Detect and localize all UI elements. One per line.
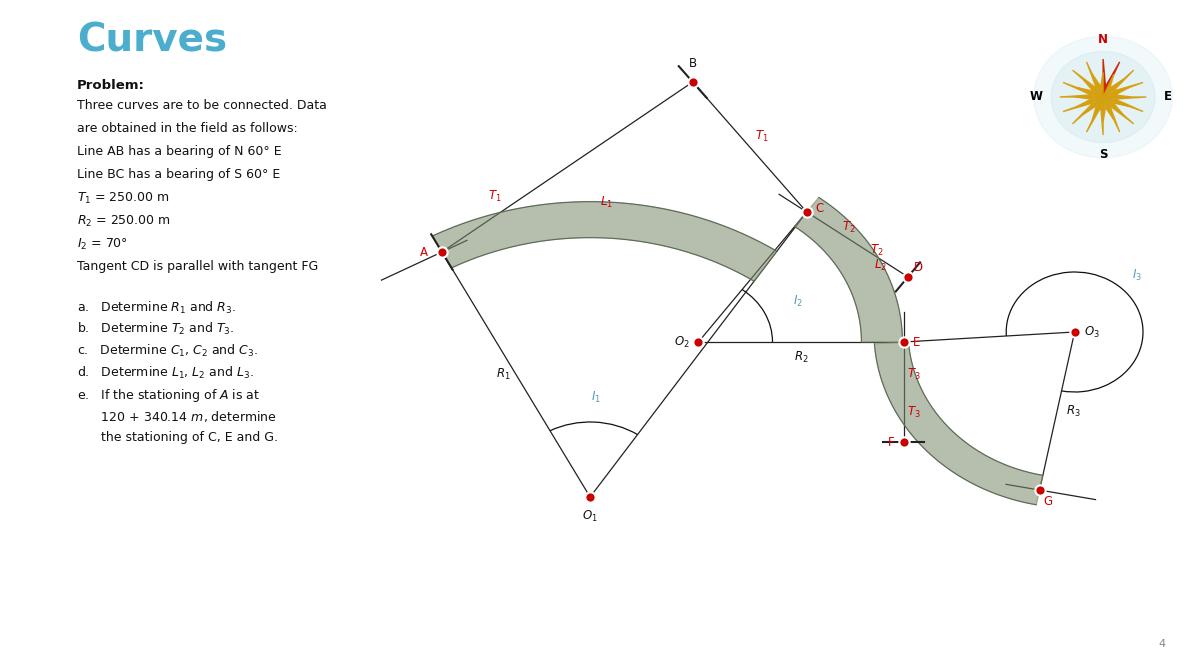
Text: U: U: [19, 86, 41, 114]
Point: [581, 491, 600, 502]
Polygon shape: [1092, 72, 1103, 97]
Text: G: G: [19, 604, 41, 631]
Text: S: S: [1099, 148, 1108, 161]
Polygon shape: [875, 342, 1043, 505]
Polygon shape: [1073, 62, 1103, 97]
Text: Curves: Curves: [77, 22, 227, 60]
Polygon shape: [1060, 83, 1103, 97]
Text: $T_2$: $T_2$: [842, 220, 856, 235]
Point: [797, 207, 816, 217]
Polygon shape: [1086, 97, 1103, 135]
Polygon shape: [1078, 79, 1103, 97]
Point: [432, 247, 451, 258]
Text: 120 + 340.14 $m$, determine: 120 + 340.14 $m$, determine: [77, 409, 277, 424]
Text: G: G: [1043, 495, 1052, 508]
Text: $I_2$: $I_2$: [793, 294, 803, 309]
Point: [894, 437, 913, 447]
Text: $L_2$: $L_2$: [874, 258, 887, 273]
Point: [683, 77, 702, 87]
Text: $T_3$: $T_3$: [907, 405, 920, 420]
Text: C: C: [816, 202, 824, 215]
Polygon shape: [1103, 97, 1129, 114]
Text: $T_1$: $T_1$: [755, 129, 768, 144]
Text: E: E: [20, 308, 40, 336]
Polygon shape: [1075, 97, 1103, 106]
Text: $R_{2}$ = 250.00 m: $R_{2}$ = 250.00 m: [77, 214, 170, 229]
Text: e.   If the stationing of $A$ is at: e. If the stationing of $A$ is at: [77, 387, 260, 404]
Text: I: I: [25, 456, 35, 484]
Text: $L_1$: $L_1$: [600, 195, 613, 210]
Text: c.   Determine $C_1$, $C_2$ and $C_3$.: c. Determine $C_1$, $C_2$ and $C_3$.: [77, 343, 258, 359]
Polygon shape: [1103, 74, 1123, 97]
Text: 4: 4: [1159, 639, 1166, 649]
Text: Tangent CD is parallel with tangent FG: Tangent CD is parallel with tangent FG: [77, 260, 318, 273]
Text: $R_3$: $R_3$: [1067, 403, 1081, 419]
Text: V: V: [19, 234, 41, 262]
Text: E: E: [1164, 91, 1171, 104]
Point: [899, 271, 918, 282]
Text: $T_1$: $T_1$: [488, 189, 502, 204]
Text: $R_1$: $R_1$: [496, 367, 510, 382]
Text: B: B: [689, 57, 697, 70]
Polygon shape: [432, 202, 776, 281]
Text: Line BC has a bearing of S 60° E: Line BC has a bearing of S 60° E: [77, 168, 281, 181]
Text: $O_1$: $O_1$: [582, 509, 598, 524]
Circle shape: [1051, 51, 1156, 143]
Polygon shape: [1063, 97, 1103, 124]
Text: N: N: [18, 530, 42, 558]
Polygon shape: [1103, 97, 1114, 122]
Text: R: R: [19, 160, 41, 188]
Text: the stationing of C, E and G.: the stationing of C, E and G.: [77, 430, 278, 443]
Polygon shape: [1103, 70, 1144, 97]
Text: d.   Determine $L_1$, $L_2$ and $L_3$.: d. Determine $L_1$, $L_2$ and $L_3$.: [77, 365, 254, 381]
Text: F: F: [888, 436, 894, 449]
Text: Y: Y: [20, 382, 40, 410]
Polygon shape: [1084, 97, 1103, 120]
Text: $I_{2}$ = 70°: $I_{2}$ = 70°: [77, 237, 128, 252]
Polygon shape: [794, 198, 902, 342]
Circle shape: [1033, 36, 1172, 158]
Point: [894, 337, 913, 348]
Text: A: A: [420, 246, 428, 258]
Text: $R_2$: $R_2$: [793, 350, 809, 365]
Text: $T_2$: $T_2$: [870, 243, 883, 258]
Text: W: W: [1030, 91, 1043, 104]
Text: Three curves are to be connected. Data: Three curves are to be connected. Data: [77, 99, 326, 112]
Text: $I_3$: $I_3$: [1132, 268, 1141, 283]
Text: are obtained in the field as follows:: are obtained in the field as follows:: [77, 122, 298, 135]
Polygon shape: [1103, 87, 1132, 97]
Polygon shape: [1103, 97, 1146, 112]
Text: S: S: [20, 12, 40, 40]
Point: [1030, 485, 1049, 495]
Polygon shape: [1103, 59, 1120, 97]
Text: $O_2$: $O_2$: [673, 334, 689, 350]
Polygon shape: [1103, 97, 1134, 132]
Text: $O_3$: $O_3$: [1084, 325, 1099, 340]
Text: Line AB has a bearing of N 60° E: Line AB has a bearing of N 60° E: [77, 145, 282, 158]
Text: b.   Determine $T_2$ and $T_3$.: b. Determine $T_2$ and $T_3$.: [77, 321, 234, 338]
Text: a.   Determine $R_1$ and $R_3$.: a. Determine $R_1$ and $R_3$.: [77, 300, 236, 315]
Point: [689, 337, 708, 348]
Point: [1066, 327, 1085, 337]
Text: N: N: [1098, 33, 1108, 46]
Text: Problem:: Problem:: [77, 79, 145, 92]
Text: $I_1$: $I_1$: [590, 390, 601, 405]
Text: D: D: [913, 261, 923, 274]
Text: $T_{1}$ = 250.00 m: $T_{1}$ = 250.00 m: [77, 191, 170, 206]
Text: E: E: [913, 336, 920, 348]
Text: $T_3$: $T_3$: [907, 367, 920, 382]
